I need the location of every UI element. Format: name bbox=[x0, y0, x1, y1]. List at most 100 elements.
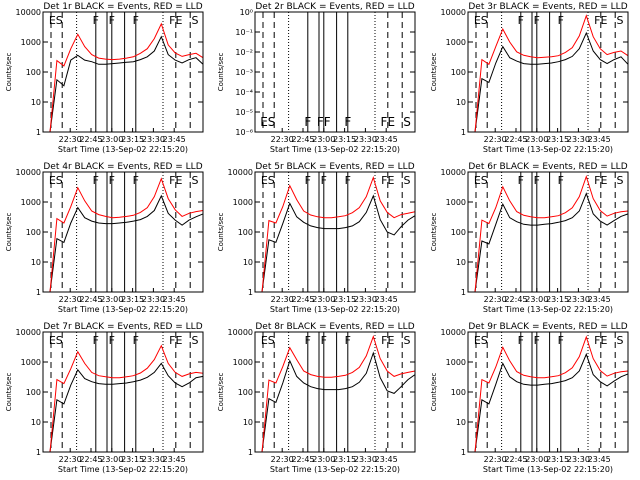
y-axis-label: Counts/sec bbox=[217, 53, 225, 92]
y-tick-label: 10000 bbox=[16, 168, 41, 177]
x-tick-label: 23:15 bbox=[333, 455, 356, 464]
y-tick-label: 1 bbox=[248, 448, 253, 457]
x-axis-label: Start Time (13-Sep-02 22:15:20) bbox=[270, 305, 400, 314]
marker-label: FF bbox=[317, 115, 331, 129]
x-tick-label: 22:30 bbox=[59, 295, 82, 304]
y-tick-label: 100 bbox=[26, 388, 41, 397]
y-tick-label: 10⁰ bbox=[240, 8, 253, 17]
panel-title: Det 7r BLACK = Events, RED = LLD bbox=[43, 322, 202, 332]
marker-label: S bbox=[192, 334, 199, 347]
marker-label: FE bbox=[594, 334, 607, 347]
panel-title: Det 8r BLACK = Events, RED = LLD bbox=[255, 322, 414, 332]
y-axis-label: Counts/sec bbox=[217, 213, 225, 252]
y-axis-label: Counts/sec bbox=[430, 373, 438, 412]
x-tick-label: 22:30 bbox=[484, 455, 507, 464]
marker-label: FE bbox=[169, 174, 182, 187]
y-tick-label: 10 bbox=[31, 418, 41, 427]
y-tick-label: 10 bbox=[31, 98, 41, 107]
x-tick-label: 23:00 bbox=[525, 295, 548, 304]
y-tick-label: 1 bbox=[36, 448, 41, 457]
y-tick-label: 1 bbox=[36, 288, 41, 297]
x-tick-label: 23:45 bbox=[163, 455, 186, 464]
marker-label: F bbox=[344, 115, 351, 129]
y-tick-label: 100 bbox=[451, 68, 466, 77]
x-tick-label: 22:30 bbox=[271, 135, 294, 144]
x-tick-label: 23:30 bbox=[567, 455, 590, 464]
x-tick-label: 23:45 bbox=[163, 295, 186, 304]
series-events-line bbox=[43, 35, 204, 133]
x-tick-label: 23:45 bbox=[375, 455, 398, 464]
y-tick-label: 1 bbox=[36, 128, 41, 137]
marker-label: S bbox=[617, 334, 624, 347]
marker-label: ES bbox=[260, 115, 275, 129]
marker-label: F bbox=[321, 174, 327, 187]
y-tick-label: 1 bbox=[461, 128, 466, 137]
x-tick-label: 23:45 bbox=[375, 295, 398, 304]
marker-label: F bbox=[534, 334, 540, 347]
marker-label: F bbox=[133, 334, 139, 347]
x-tick-label: 23:00 bbox=[525, 135, 548, 144]
y-tick-label: 10000 bbox=[441, 8, 466, 17]
x-tick-label: 22:45 bbox=[504, 135, 527, 144]
y-axis-label: Counts/sec bbox=[5, 373, 13, 412]
marker-label: ES bbox=[49, 174, 63, 187]
marker-label: F bbox=[518, 14, 524, 27]
y-tick-label: 10000 bbox=[16, 328, 41, 337]
marker-label: ES bbox=[49, 14, 63, 27]
x-tick-label: 23:15 bbox=[121, 455, 144, 464]
x-tick-label: 23:00 bbox=[312, 295, 335, 304]
x-tick-label: 22:45 bbox=[291, 295, 314, 304]
x-tick-label: 22:30 bbox=[59, 455, 82, 464]
plot-frame bbox=[42, 171, 204, 293]
x-tick-label: 23:45 bbox=[375, 135, 398, 144]
x-tick-label: 23:30 bbox=[567, 295, 590, 304]
x-tick-label: 22:30 bbox=[484, 135, 507, 144]
x-tick-label: 23:45 bbox=[163, 135, 186, 144]
series-lld-line bbox=[43, 22, 204, 133]
y-axis-label: Counts/sec bbox=[430, 213, 438, 252]
marker-label: F bbox=[534, 14, 540, 27]
y-tick-label: 1000 bbox=[446, 358, 466, 367]
marker-label: S bbox=[403, 115, 411, 129]
y-tick-label: 10⁻² bbox=[235, 48, 253, 57]
x-tick-label: 23:30 bbox=[142, 135, 165, 144]
x-tick-label: 23:30 bbox=[142, 295, 165, 304]
y-tick-label: 10000 bbox=[228, 328, 253, 337]
panel-title: Det 4r BLACK = Events, RED = LLD bbox=[43, 162, 202, 172]
x-axis-label: Start Time (13-Sep-02 22:15:20) bbox=[58, 145, 188, 154]
series-events-line bbox=[468, 31, 629, 133]
y-tick-label: 10 bbox=[456, 258, 466, 267]
y-tick-label: 10000 bbox=[441, 168, 466, 177]
marker-label: F bbox=[558, 334, 564, 347]
marker-label: F bbox=[133, 14, 139, 27]
marker-label: ES bbox=[474, 174, 488, 187]
x-tick-label: 22:30 bbox=[271, 455, 294, 464]
y-tick-label: 1000 bbox=[233, 198, 253, 207]
x-tick-label: 23:00 bbox=[312, 455, 335, 464]
y-axis-label: Counts/sec bbox=[5, 213, 13, 252]
y-tick-label: 10000 bbox=[228, 168, 253, 177]
panel-title: Det 9r BLACK = Events, RED = LLD bbox=[468, 322, 627, 332]
y-tick-label: 10000 bbox=[441, 328, 466, 337]
marker-label: S bbox=[192, 14, 199, 27]
x-tick-label: 22:45 bbox=[291, 455, 314, 464]
x-tick-label: 23:15 bbox=[546, 455, 569, 464]
plot-frame bbox=[42, 331, 204, 453]
x-axis-label: Start Time (13-Sep-02 22:15:20) bbox=[270, 145, 400, 154]
marker-label: ES bbox=[474, 14, 488, 27]
x-tick-label: 23:30 bbox=[567, 135, 590, 144]
marker-label: ES bbox=[261, 174, 275, 187]
y-axis-label: Counts/sec bbox=[5, 53, 13, 92]
marker-label: F bbox=[133, 174, 139, 187]
plot-frame bbox=[42, 11, 204, 133]
y-tick-label: 10 bbox=[243, 418, 253, 427]
y-tick-label: 1 bbox=[461, 448, 466, 457]
x-tick-label: 23:00 bbox=[100, 455, 123, 464]
